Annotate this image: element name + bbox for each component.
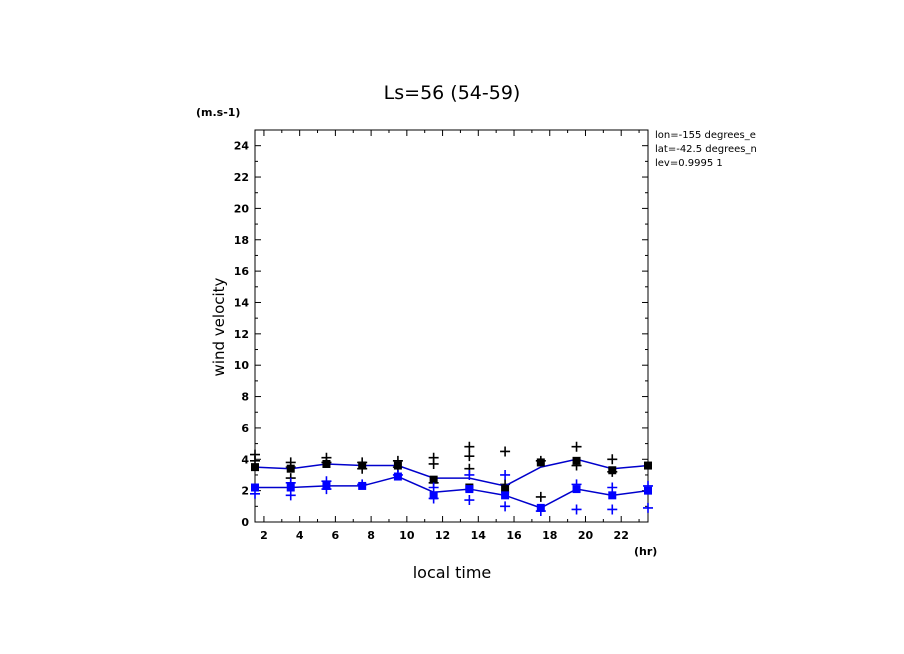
y-tick-label: 10 bbox=[234, 359, 250, 372]
x-tick-label: 18 bbox=[542, 529, 557, 542]
y-tick-label: 12 bbox=[234, 328, 249, 341]
sample-point bbox=[500, 469, 511, 480]
info-lat: lat=-42.5 degrees_n bbox=[655, 144, 757, 155]
mean-marker bbox=[644, 486, 652, 495]
series-1 bbox=[250, 441, 652, 502]
sample-point bbox=[535, 491, 546, 502]
series-line bbox=[255, 475, 649, 509]
x-tick-label: 20 bbox=[578, 529, 594, 542]
y-tick-label: 4 bbox=[241, 453, 249, 466]
info-lon: lon=-155 degrees_e bbox=[655, 130, 756, 141]
sample-point bbox=[500, 446, 511, 457]
mean-marker bbox=[608, 466, 617, 475]
sample-point bbox=[464, 441, 475, 452]
plot-frame bbox=[254, 129, 649, 523]
x-tick-label: 12 bbox=[435, 529, 450, 542]
sample-point bbox=[464, 451, 475, 462]
y-tick-label: 0 bbox=[241, 516, 249, 529]
mean-marker bbox=[286, 464, 295, 473]
info-block: lon=-155 degrees_e lat=-42.5 degrees_n l… bbox=[655, 130, 757, 169]
series-line bbox=[254, 458, 649, 487]
mean-marker bbox=[501, 485, 510, 494]
y-tick-label: 2 bbox=[241, 485, 249, 498]
series-layer bbox=[250, 441, 653, 517]
sample-point bbox=[285, 490, 296, 501]
x-tick-label: 14 bbox=[471, 529, 487, 542]
y-tick-label: 8 bbox=[241, 391, 249, 404]
y-tick-label: 6 bbox=[241, 422, 249, 435]
sample-point bbox=[607, 454, 618, 465]
y-unit-label: (m.s-1) bbox=[196, 106, 240, 119]
y-axis-label: wind velocity bbox=[210, 277, 228, 376]
mean-marker bbox=[251, 483, 259, 492]
mean-marker bbox=[608, 491, 617, 500]
sample-point bbox=[464, 495, 475, 506]
mean-marker bbox=[501, 491, 510, 500]
mean-marker bbox=[358, 481, 367, 490]
x-axis-label: local time bbox=[413, 563, 492, 582]
x-tick-label: 10 bbox=[399, 529, 415, 542]
sample-point bbox=[571, 441, 582, 452]
sample-point bbox=[571, 504, 582, 515]
mean-marker bbox=[429, 491, 438, 500]
mean-marker bbox=[393, 461, 402, 470]
sample-point bbox=[607, 482, 618, 493]
sample-point bbox=[607, 504, 618, 515]
mean-marker bbox=[322, 459, 331, 468]
x-unit-label: (hr) bbox=[634, 545, 657, 558]
sample-point bbox=[428, 482, 439, 493]
mean-marker bbox=[572, 456, 581, 465]
x-tick-label: 22 bbox=[614, 529, 629, 542]
mean-marker bbox=[536, 458, 545, 467]
sample-point bbox=[500, 501, 511, 512]
sample-point bbox=[643, 502, 653, 513]
x-tick-label: 16 bbox=[506, 529, 522, 542]
mean-marker bbox=[536, 503, 545, 512]
y-tick-label: 24 bbox=[234, 140, 250, 153]
x-tick-label: 8 bbox=[367, 529, 375, 542]
mean-marker bbox=[465, 485, 474, 494]
chart-title: Ls=56 (54-59) bbox=[384, 82, 521, 104]
mean-marker bbox=[358, 461, 367, 470]
mean-marker bbox=[572, 485, 581, 494]
sample-point bbox=[464, 469, 475, 480]
sample-point bbox=[428, 458, 439, 469]
x-tick-label: 4 bbox=[296, 529, 304, 542]
x-tick-label: 2 bbox=[260, 529, 268, 542]
y-tick-label: 20 bbox=[234, 202, 250, 215]
info-lev: lev=0.9995 1 bbox=[655, 158, 723, 169]
mean-marker bbox=[429, 475, 438, 484]
y-tick-label: 14 bbox=[234, 296, 250, 309]
mean-marker bbox=[251, 463, 259, 472]
x-tick-label: 6 bbox=[332, 529, 340, 542]
y-tick-label: 18 bbox=[234, 234, 249, 247]
mean-marker bbox=[393, 472, 402, 481]
y-tick-label: 16 bbox=[234, 265, 250, 278]
mean-marker bbox=[286, 483, 295, 492]
mean-marker bbox=[322, 481, 331, 490]
y-tick-label: 22 bbox=[234, 171, 249, 184]
mean-marker bbox=[644, 461, 652, 470]
series-2 bbox=[250, 469, 653, 517]
